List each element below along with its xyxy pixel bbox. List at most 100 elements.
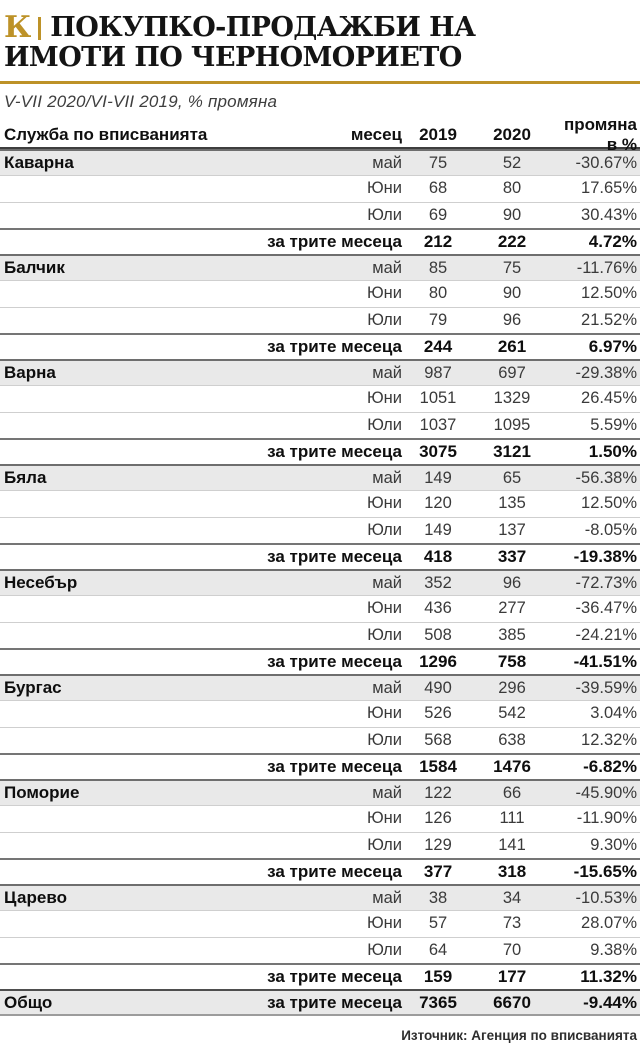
month-cell: Юли — [367, 835, 402, 854]
table-row: Бургас май 490 296 -39.59% — [0, 674, 640, 701]
value-2020-cell: 1095 — [493, 415, 531, 434]
value-2020-cell: 1329 — [493, 389, 531, 408]
office-cell: Варна — [0, 363, 252, 383]
value-2020-cell: 80 — [502, 179, 522, 198]
col-header-office: Служба по вписванията — [4, 125, 208, 144]
table-row-subtotal: за трите месеца 418 337 -19.38% — [0, 542, 640, 569]
table-row: Несебър май 352 96 -72.73% — [0, 569, 640, 596]
table-row: Юни 68 80 17.65% — [0, 175, 640, 201]
change-cell: 12.32% — [581, 730, 637, 749]
subtotal-2019-cell: 377 — [423, 861, 453, 881]
table-row-subtotal: за трите месеца 3075 3121 1.50% — [0, 437, 640, 464]
change-cell: 12.50% — [581, 284, 637, 303]
month-cell: Юни — [367, 389, 402, 408]
office-cell: Несебър — [0, 573, 252, 593]
change-cell: -29.38% — [575, 363, 637, 382]
subtotal-change-cell: 1.50% — [588, 441, 637, 461]
value-2020-cell: 66 — [502, 783, 522, 802]
table-body: Каварна май 75 52 -30.67% Юни 68 80 17.65% Юли 69 9… — [0, 149, 640, 989]
month-cell: май — [372, 363, 402, 382]
table-row: Юли 1037 1095 5.59% — [0, 411, 640, 438]
change-cell: -45.90% — [575, 783, 637, 802]
table-row: Юни 526 542 3.04% — [0, 700, 640, 726]
value-2019-cell: 568 — [424, 730, 452, 749]
office-cell-text: Поморие — [4, 783, 80, 803]
subtotal-label-cell: за трите месеца — [267, 441, 402, 461]
subtotal-2019-cell: 418 — [423, 546, 453, 566]
office-cell-text: Бяла — [4, 468, 47, 488]
value-2020-cell: 277 — [498, 599, 526, 618]
month-cell: Юни — [367, 704, 402, 723]
value-2019-cell: 526 — [424, 704, 452, 723]
brand-row: К ПОКУПКО-ПРОДАЖБИ НА — [4, 13, 636, 43]
col-header-month: месец — [350, 125, 402, 144]
subtotal-label-cell: за трите месеца — [267, 861, 402, 881]
table-row: Поморие май 122 66 -45.90% — [0, 779, 640, 806]
subtotal-2020-cell: 758 — [497, 651, 527, 671]
change-cell: 9.38% — [590, 940, 637, 959]
table-row: Юни 1051 1329 26.45% — [0, 385, 640, 411]
grand-total-2020: 6670 — [493, 992, 531, 1012]
month-cell: Юли — [367, 940, 402, 959]
month-cell: Юли — [367, 730, 402, 749]
value-2020-cell: 296 — [498, 678, 526, 697]
masthead: К ПОКУПКО-ПРОДАЖБИ НА ИМОТИ ПО ЧЕРНОМОРИ… — [0, 0, 640, 73]
table-row-subtotal: за трите месеца 1584 1476 -6.82% — [0, 752, 640, 779]
value-2019-cell: 1037 — [419, 415, 457, 434]
subtotal-2019-cell: 3075 — [419, 441, 457, 461]
value-2020-cell: 52 — [502, 153, 522, 172]
value-2020-cell: 638 — [498, 730, 526, 749]
subtotal-label-cell: за трите месеца — [267, 231, 402, 251]
table-row: Царево май 38 34 -10.53% — [0, 884, 640, 911]
value-2020-cell: 96 — [502, 310, 522, 329]
office-cell-text: Варна — [4, 363, 56, 383]
office-cell-text: Балчик — [4, 258, 65, 278]
value-2020-cell: 385 — [498, 625, 526, 644]
month-cell: май — [372, 258, 402, 277]
value-2020-cell: 73 — [502, 914, 522, 933]
value-2019-cell: 1051 — [419, 389, 457, 408]
change-cell: -72.73% — [575, 573, 637, 592]
office-cell: Бяла — [0, 468, 252, 488]
source-credit: Източник: Агенция по вписванията — [401, 1028, 637, 1043]
subtotal-label-cell: за трите месеца — [267, 336, 402, 356]
value-2019-cell: 149 — [424, 520, 452, 539]
office-cell: Балчик — [0, 258, 252, 278]
table-row-subtotal: за трите месеца 377 318 -15.65% — [0, 857, 640, 884]
table-row: Юни 120 135 12.50% — [0, 490, 640, 516]
subtotal-2020-cell: 337 — [497, 546, 527, 566]
table-row: Юли 149 137 -8.05% — [0, 516, 640, 543]
month-cell: май — [372, 783, 402, 802]
value-2020-cell: 96 — [502, 573, 522, 592]
month-cell: Юли — [367, 310, 402, 329]
brand-divider-bar — [38, 16, 42, 40]
table-row-subtotal: за трите месеца 244 261 6.97% — [0, 332, 640, 359]
value-2020-cell: 111 — [499, 809, 525, 828]
office-cell-text: Царево — [4, 888, 67, 908]
value-2019-cell: 85 — [428, 258, 448, 277]
subtotal-2020-cell: 261 — [497, 336, 527, 356]
value-2019-cell: 75 — [428, 153, 448, 172]
table-row: Варна май 987 697 -29.38% — [0, 359, 640, 386]
value-2020-cell: 135 — [498, 494, 526, 513]
value-2019-cell: 508 — [424, 625, 452, 644]
subtotal-change-cell: 11.32% — [580, 966, 637, 986]
month-cell: Юни — [367, 284, 402, 303]
change-cell: -8.05% — [584, 520, 637, 539]
subtotal-2020-cell: 222 — [497, 231, 527, 251]
subtotal-label-cell: за трите месеца — [267, 651, 402, 671]
office-cell-text: Бургас — [4, 678, 62, 698]
value-2019-cell: 120 — [424, 494, 452, 513]
table-row-subtotal: за трите месеца 1296 758 -41.51% — [0, 647, 640, 674]
table-row: Юли 79 96 21.52% — [0, 306, 640, 333]
value-2020-cell: 34 — [502, 888, 522, 907]
change-cell: -11.90% — [576, 809, 637, 828]
month-cell: Юли — [367, 625, 402, 644]
value-2019-cell: 129 — [424, 835, 452, 854]
office-cell: Каварна — [0, 153, 252, 173]
month-cell: Юни — [367, 809, 402, 828]
change-cell: 28.07% — [581, 914, 637, 933]
table-row: Юли 508 385 -24.21% — [0, 621, 640, 648]
col-header-2020: 2020 — [493, 125, 531, 144]
table-row: Юни 126 111 -11.90% — [0, 805, 640, 831]
